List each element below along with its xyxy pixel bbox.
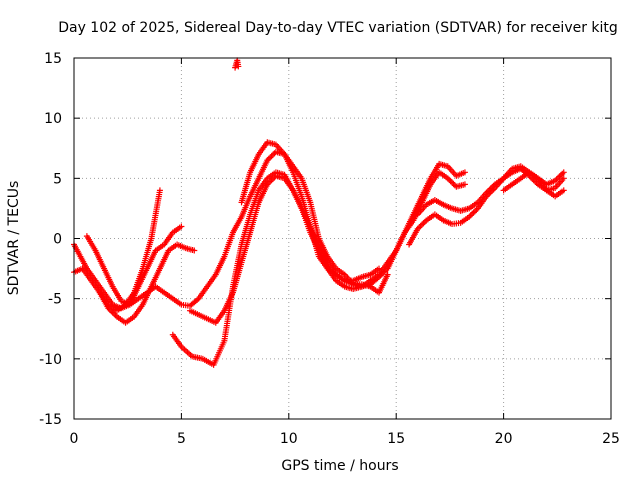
data-point xyxy=(418,221,425,228)
x-tick-label: 20 xyxy=(495,431,513,447)
data-point xyxy=(461,181,468,188)
data-point xyxy=(267,154,274,161)
x-tick-label: 10 xyxy=(280,431,298,447)
y-tick-label: -5 xyxy=(48,292,62,308)
data-point xyxy=(417,223,424,230)
data-point xyxy=(449,179,456,186)
data-point xyxy=(178,223,185,230)
data-point xyxy=(156,187,163,194)
data-point xyxy=(557,172,564,179)
data-point xyxy=(267,178,274,185)
data-point xyxy=(268,153,275,160)
data-point xyxy=(560,169,567,176)
series-track-1 xyxy=(71,148,468,312)
x-tick-label: 5 xyxy=(177,431,186,447)
x-tick-label: 0 xyxy=(70,431,79,447)
data-point xyxy=(111,310,118,317)
data-point xyxy=(191,247,198,254)
series-outlier xyxy=(232,57,242,71)
x-axis-title: GPS time / hours xyxy=(281,458,398,474)
y-tick-label: 0 xyxy=(53,232,62,248)
grid xyxy=(74,58,611,419)
series-track-4 xyxy=(96,241,198,326)
data-point xyxy=(471,208,478,215)
series-track-9 xyxy=(414,163,567,218)
y-tick-label: 5 xyxy=(53,171,62,187)
series-track-3 xyxy=(83,223,185,308)
y-tick-label: 15 xyxy=(44,51,62,67)
y-tick-label: -10 xyxy=(39,352,62,368)
series-track-5 xyxy=(169,169,383,368)
x-tick-label: 25 xyxy=(602,431,620,447)
data-point xyxy=(420,220,427,227)
y-tick-label: -15 xyxy=(39,412,62,428)
data-point xyxy=(560,175,567,182)
ticks: 0 5 10 15 20 25 -15 -10 -5 0 5 10 15 xyxy=(39,51,620,447)
x-tick-label: 15 xyxy=(387,431,405,447)
y-tick-label: 10 xyxy=(44,111,62,127)
chart-title: Day 102 of 2025, Sidereal Day-to-day VTE… xyxy=(58,20,618,36)
data-point xyxy=(469,211,476,218)
data-point xyxy=(559,170,566,177)
data-points xyxy=(71,57,567,368)
series-track-7 xyxy=(238,139,468,293)
data-point xyxy=(470,209,477,216)
series-track-10 xyxy=(500,169,567,200)
data-point xyxy=(560,187,567,194)
data-point xyxy=(235,63,242,70)
data-point xyxy=(447,178,454,185)
data-point xyxy=(384,271,391,278)
y-axis-title: SDTVAR / TECUs xyxy=(6,181,22,296)
data-point xyxy=(461,169,468,176)
